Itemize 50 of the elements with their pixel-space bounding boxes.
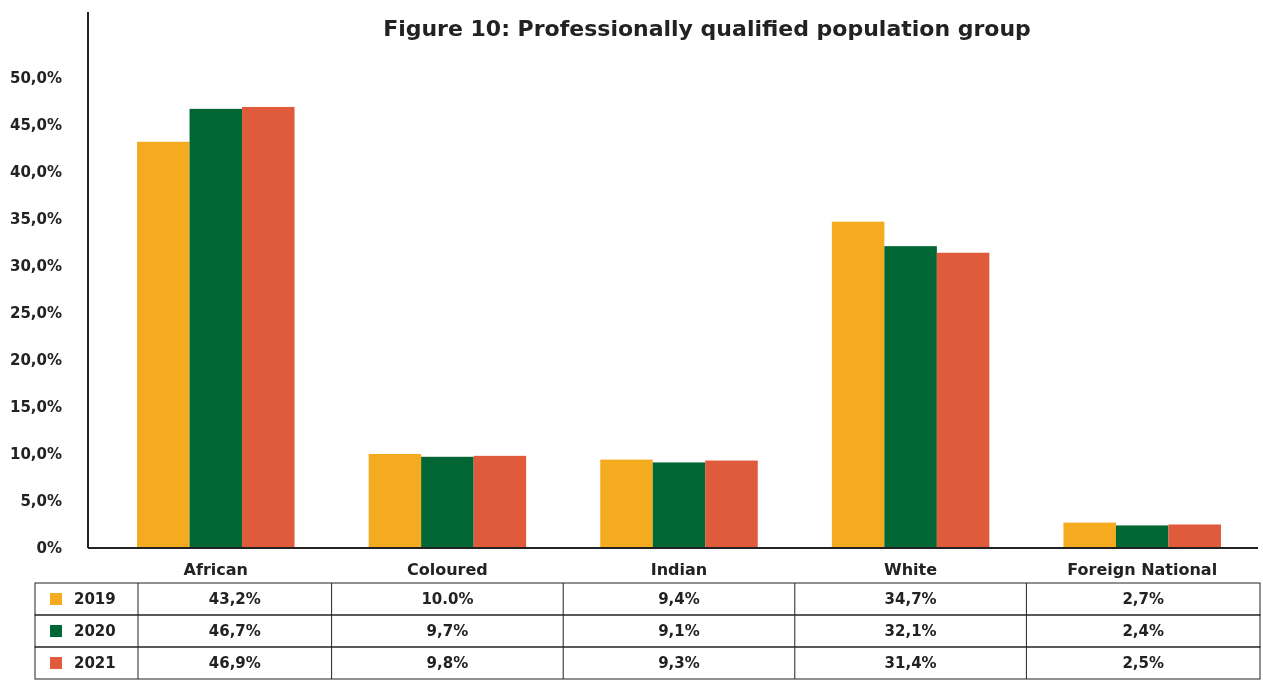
data-label: 2,4%	[1122, 622, 1164, 641]
y-tick-label: 10,0%	[9, 445, 62, 464]
bar	[1168, 524, 1221, 548]
legend-label: 2019	[74, 590, 116, 609]
legend-label: 2020	[74, 622, 116, 641]
data-label: 9,7%	[426, 622, 469, 641]
bar	[600, 459, 653, 548]
bar	[368, 453, 422, 548]
bar	[421, 456, 474, 548]
data-label: 31,4%	[884, 654, 937, 673]
bar	[936, 252, 990, 548]
y-tick-label: 40,0%	[9, 163, 62, 182]
data-label: 46,7%	[208, 622, 261, 641]
x-tick-label: African	[183, 560, 248, 579]
y-tick-label: 15,0%	[9, 398, 62, 417]
data-label: 32,1%	[884, 622, 937, 641]
y-tick-label: 0%	[36, 539, 62, 558]
data-label: 2,7%	[1122, 590, 1164, 609]
bar	[189, 108, 243, 548]
y-tick-label: 50,0%	[9, 69, 62, 88]
y-tick-label: 45,0%	[9, 116, 62, 135]
bar	[884, 246, 937, 548]
data-label: 46,9%	[208, 654, 261, 673]
y-tick-label: 5,0%	[20, 492, 62, 511]
data-label: 10.0%	[421, 590, 474, 609]
y-tick-label: 35,0%	[9, 210, 62, 229]
data-label: 43,2%	[208, 590, 261, 609]
x-tick-label: White	[884, 560, 938, 579]
legend-label: 2021	[74, 654, 116, 673]
data-label: 2,5%	[1122, 654, 1164, 673]
bar	[1063, 522, 1116, 548]
data-label: 9,1%	[658, 622, 700, 641]
data-label: 9,3%	[658, 654, 700, 673]
chart-title: Figure 10: Professionally qualified population group	[383, 16, 1031, 41]
data-label: 9,4%	[658, 590, 700, 609]
bar	[1115, 525, 1169, 548]
x-tick-label: Coloured	[407, 560, 488, 579]
bar	[242, 106, 295, 548]
data-label: 34,7%	[884, 590, 937, 609]
y-tick-label: 30,0%	[9, 257, 62, 276]
bar	[831, 221, 885, 548]
x-tick-label: Foreign National	[1067, 560, 1218, 579]
y-tick-label: 25,0%	[9, 304, 62, 323]
y-tick-label: 20,0%	[9, 351, 62, 370]
data-label: 9,8%	[426, 654, 469, 673]
bar	[473, 455, 527, 548]
x-tick-label: Indian	[650, 560, 708, 579]
bar	[652, 462, 706, 548]
bar	[705, 460, 758, 548]
bar	[137, 141, 190, 548]
